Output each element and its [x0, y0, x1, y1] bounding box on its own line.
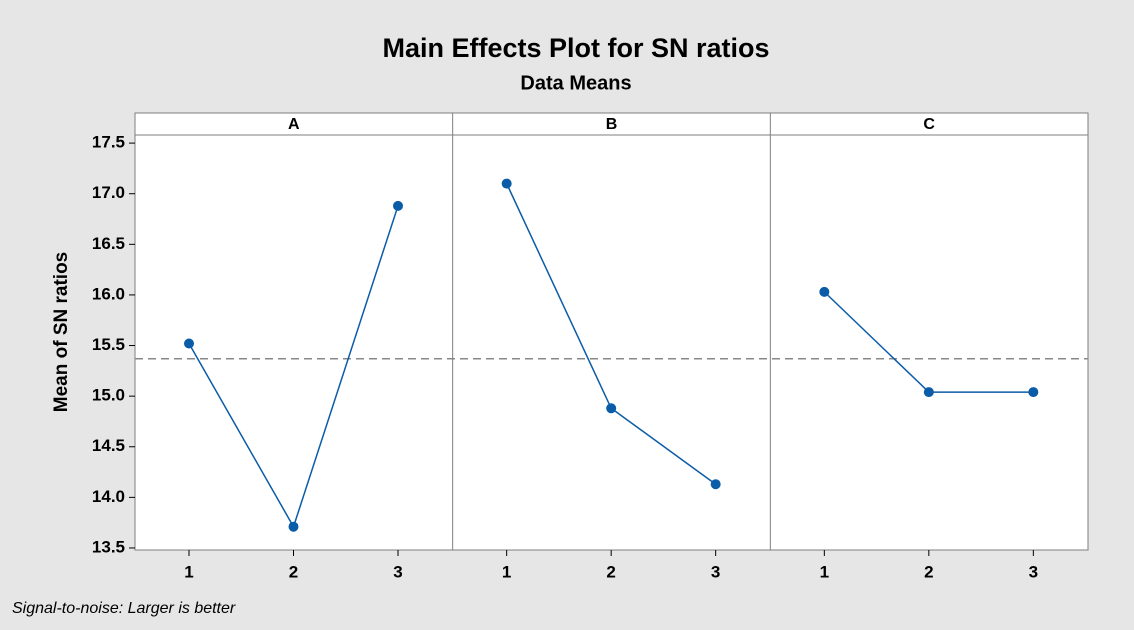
chart-title: Main Effects Plot for SN ratios: [382, 33, 769, 63]
y-tick-label: 15.5: [92, 335, 125, 354]
x-tick-label: 2: [289, 562, 298, 581]
y-tick-label: 17.0: [92, 183, 125, 202]
x-tick-label: 1: [184, 562, 193, 581]
panel-label: C: [923, 116, 935, 133]
data-point: [288, 521, 299, 532]
data-point: [1028, 387, 1039, 398]
data-point: [819, 286, 830, 297]
x-tick-label: 3: [711, 562, 720, 581]
x-tick-label: 1: [502, 562, 511, 581]
panel-label: B: [606, 116, 618, 133]
y-tick-label: 16.0: [92, 284, 125, 303]
panel-header-strip: [134, 112, 1089, 136]
data-point: [710, 479, 721, 490]
x-tick-label: 1: [820, 562, 829, 581]
x-tick-label: 2: [924, 562, 933, 581]
y-axis-label: Mean of SN ratios: [51, 252, 72, 412]
footnote: Signal-to-noise: Larger is better: [12, 600, 236, 617]
data-point: [184, 338, 194, 349]
data-point: [606, 403, 617, 414]
panel-label: A: [288, 116, 300, 133]
y-tick-label: 14.5: [92, 436, 125, 455]
x-tick-label: 3: [1029, 562, 1038, 581]
y-tick-label: 16.5: [92, 234, 125, 253]
data-point: [923, 387, 934, 398]
chart-subtitle: Data Means: [520, 72, 631, 94]
y-tick-label: 17.5: [92, 133, 125, 152]
y-tick-label: 13.5: [92, 537, 125, 556]
y-tick-label: 14.0: [92, 487, 125, 506]
data-point: [393, 200, 403, 211]
x-tick-label: 3: [393, 562, 402, 581]
plot-area: [134, 134, 1089, 551]
data-point: [501, 178, 512, 189]
x-tick-label: 2: [606, 562, 615, 581]
y-tick-label: 15.0: [92, 386, 125, 405]
